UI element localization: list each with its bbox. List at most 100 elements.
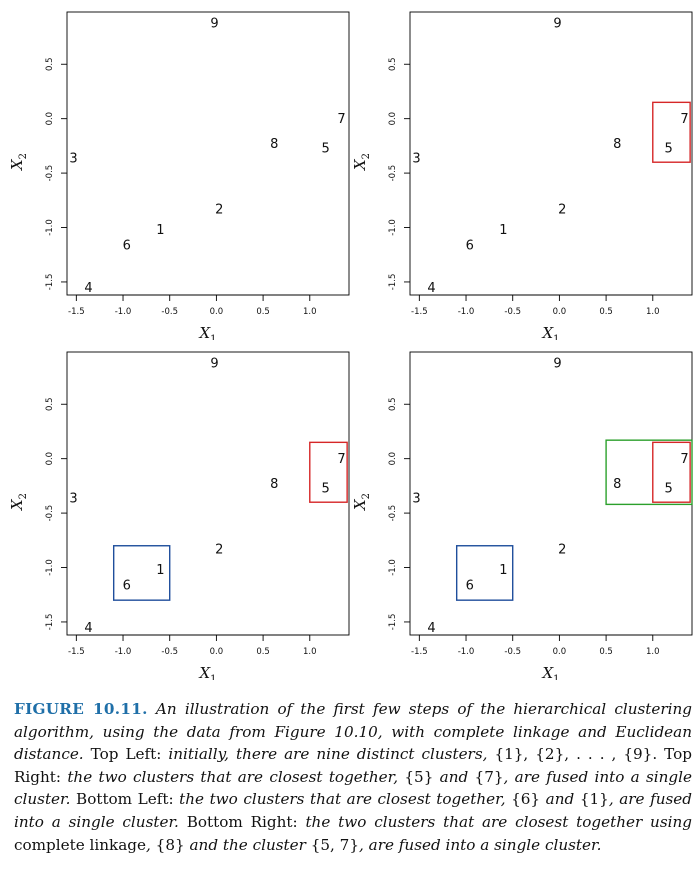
y-tick-label: -1.5 xyxy=(388,614,398,631)
caption-segment: and xyxy=(433,767,475,786)
scatter-panel-bottom-left: -1.5 -1.0 -0.5 0.0 0.5 1.0 -1.5 -1.0 -0.5 0.0 0.5 X… xyxy=(8,351,350,680)
y-axis-title: X2 xyxy=(8,153,29,171)
y-tick-label: 0.0 xyxy=(388,112,398,126)
caption-segment: the two clusters that are closest togeth… xyxy=(305,812,692,831)
x-tick-label: -1.0 xyxy=(115,647,132,657)
point-label-2: 2 xyxy=(215,543,223,558)
x-tick-label: 0.5 xyxy=(599,647,613,657)
cluster-box-5-7 xyxy=(309,441,348,503)
point-label-9: 9 xyxy=(553,356,561,371)
caption-segment: Bottom Left: xyxy=(76,790,180,809)
y-tick-label: -1.0 xyxy=(45,559,55,576)
point-label-9: 9 xyxy=(210,16,218,31)
caption-segment: and the cluster xyxy=(184,835,311,854)
x-tick-label: 1.0 xyxy=(646,307,660,317)
y-tick-label: -1.0 xyxy=(388,559,398,576)
x-tick-label: -1.0 xyxy=(458,647,475,657)
x-tick-label: -0.5 xyxy=(504,647,521,657)
point-label-7: 7 xyxy=(337,112,345,127)
caption-segment: {1}, {2}, . . . , {9}. Top Right: xyxy=(14,745,692,786)
x-tick-label: 1.0 xyxy=(303,647,317,657)
plot-frame xyxy=(409,11,693,296)
cluster-box-6-1 xyxy=(112,545,171,601)
caption-segment: {5, 7} xyxy=(310,835,360,854)
y-tick-label: 0.0 xyxy=(45,452,55,466)
x-tick-label: 0.0 xyxy=(553,307,567,317)
caption-segment: , are fused into a single cluster. xyxy=(359,835,602,854)
caption-segment: complete linkage xyxy=(14,835,147,854)
point-label-2: 2 xyxy=(215,203,223,218)
point-label-4: 4 xyxy=(84,281,92,296)
point-label-2: 2 xyxy=(558,543,566,558)
x-tick-label: 0.0 xyxy=(210,307,224,317)
y-tick-label: 0.0 xyxy=(45,112,55,126)
x-axis-title: X1 xyxy=(198,324,216,340)
caption-segment: initially, there are nine distinct clust… xyxy=(168,745,495,764)
scatter-panel-top-right: -1.5 -1.0 -0.5 0.0 0.5 1.0 -1.5 -1.0 -0.5 0.0 0.5 X… xyxy=(351,11,693,340)
x-tick-label: 1.0 xyxy=(303,307,317,317)
y-axis-title: X2 xyxy=(351,493,372,511)
caption-segment: Bottom Right: xyxy=(186,812,306,831)
point-label-6: 6 xyxy=(123,238,131,253)
x-axis-title: X1 xyxy=(541,664,559,680)
y-tick-label: 0.5 xyxy=(45,57,55,71)
y-tick-label: -1.5 xyxy=(45,614,55,631)
point-label-6: 6 xyxy=(466,578,474,593)
point-label-4: 4 xyxy=(427,621,435,636)
point-label-8: 8 xyxy=(613,137,621,152)
x-tick-label: 0.0 xyxy=(553,647,567,657)
plot-frame xyxy=(66,11,350,296)
cluster-box-5-7 xyxy=(652,101,691,163)
y-tick-label: -1.0 xyxy=(45,219,55,236)
point-label-2: 2 xyxy=(558,203,566,218)
caption-segment: , xyxy=(146,835,156,854)
caption-segment: the two clusters that are closest togeth… xyxy=(179,790,512,809)
x-tick-label: -1.5 xyxy=(68,307,85,317)
point-label-3: 3 xyxy=(69,491,77,506)
point-label-4: 4 xyxy=(427,281,435,296)
point-label-3: 3 xyxy=(69,151,77,166)
point-label-7: 7 xyxy=(680,452,688,467)
x-tick-label: -1.5 xyxy=(411,647,428,657)
x-tick-label: 0.5 xyxy=(256,307,270,317)
point-label-6: 6 xyxy=(123,578,131,593)
point-label-5: 5 xyxy=(322,482,330,497)
point-label-8: 8 xyxy=(270,477,278,492)
x-tick-label: -1.5 xyxy=(411,307,428,317)
point-label-3: 3 xyxy=(412,151,420,166)
point-label-7: 7 xyxy=(337,452,345,467)
y-tick-label: 0.5 xyxy=(45,397,55,411)
y-tick-label: -1.5 xyxy=(45,274,55,291)
caption-segment: {6} xyxy=(511,790,541,809)
caption-body: An illustration of the first few steps o… xyxy=(14,700,692,854)
y-axis-title: X2 xyxy=(351,153,372,171)
point-label-1: 1 xyxy=(499,563,507,578)
point-label-3: 3 xyxy=(412,491,420,506)
y-axis-title: X2 xyxy=(8,493,29,511)
x-tick-label: -1.0 xyxy=(115,307,132,317)
figure-panels: -1.5 -1.0 -0.5 0.0 0.5 1.0 -1.5 -1.0 -0.5 0.0 0.5 X… xyxy=(8,11,693,680)
y-tick-label: -1.0 xyxy=(388,219,398,236)
point-label-4: 4 xyxy=(84,621,92,636)
x-axis-title: X1 xyxy=(541,324,559,340)
caption-segment: , are fused into a single cluster. xyxy=(14,767,692,809)
point-label-5: 5 xyxy=(665,482,673,497)
point-label-1: 1 xyxy=(499,223,507,238)
x-tick-label: -0.5 xyxy=(504,307,521,317)
point-label-7: 7 xyxy=(680,112,688,127)
point-label-5: 5 xyxy=(665,142,673,157)
point-label-1: 1 xyxy=(156,563,164,578)
y-tick-label: -0.5 xyxy=(45,505,55,522)
point-label-1: 1 xyxy=(156,223,164,238)
plot-frame xyxy=(66,351,350,636)
caption-segment: An illustration of the first few steps o… xyxy=(14,700,692,764)
point-label-9: 9 xyxy=(210,356,218,371)
cluster-box-5-7 xyxy=(652,441,691,503)
caption-segment: {1} xyxy=(579,790,609,809)
figure-caption: FIGURE 10.11. An illustration of the fir… xyxy=(14,698,692,856)
caption-segment: {5} xyxy=(404,767,434,786)
x-tick-label: 1.0 xyxy=(646,647,660,657)
y-tick-label: -0.5 xyxy=(45,165,55,182)
x-tick-label: 0.0 xyxy=(210,647,224,657)
figure-label: FIGURE 10.11. xyxy=(14,700,148,718)
